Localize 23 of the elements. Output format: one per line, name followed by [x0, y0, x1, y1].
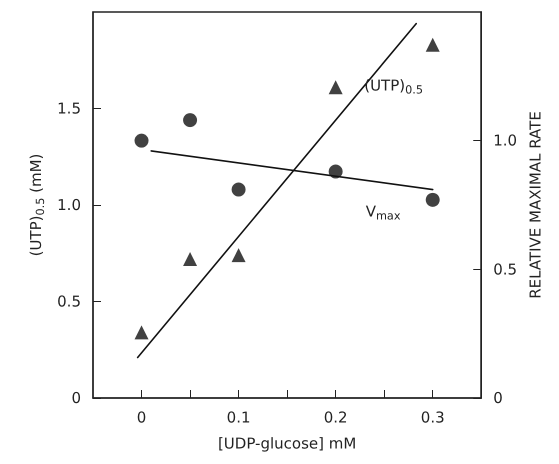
- y2-tick-label: 0.5: [493, 260, 518, 278]
- point: [426, 38, 440, 52]
- point: [426, 192, 440, 207]
- point: [328, 80, 343, 94]
- x-axis-title: [UDP-glucose] mM: [218, 434, 356, 452]
- x-tick-label: 0.2: [324, 408, 348, 426]
- point: [183, 252, 198, 266]
- point: [232, 182, 246, 197]
- point: [183, 113, 198, 128]
- x-tick-label: 0.3: [420, 408, 445, 426]
- point: [134, 325, 149, 340]
- y-tick-label: 1.5: [57, 100, 81, 118]
- y2-tick-label: 1.0: [493, 132, 518, 150]
- point: [232, 248, 246, 262]
- point: [134, 134, 149, 148]
- y-tick-label: 0: [71, 389, 81, 407]
- y-tick-label: 0.5: [57, 292, 81, 310]
- y-tick-label: 1.0: [57, 196, 81, 214]
- y2-tick-label: 0: [493, 389, 503, 407]
- y2-axis-title: RELATIVE MAXIMAL RATE: [526, 111, 544, 299]
- x-tick-label: 0.1: [226, 408, 251, 426]
- x-tick-label: 0: [136, 408, 146, 426]
- y-axis-title: (UTP)0.5 (mM): [27, 154, 48, 256]
